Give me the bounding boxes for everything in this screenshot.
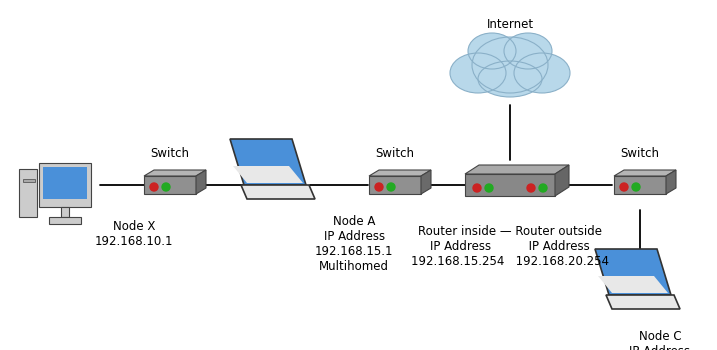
Polygon shape — [598, 276, 668, 293]
Circle shape — [485, 184, 493, 192]
Polygon shape — [595, 249, 671, 295]
Text: Node X
192.168.10.1: Node X 192.168.10.1 — [95, 220, 174, 248]
Polygon shape — [614, 170, 676, 176]
Bar — [369, 176, 421, 194]
Text: Switch: Switch — [620, 147, 660, 160]
Polygon shape — [465, 165, 569, 174]
Circle shape — [387, 183, 395, 191]
Polygon shape — [421, 170, 431, 194]
Polygon shape — [555, 165, 569, 196]
Bar — [49, 217, 81, 224]
Polygon shape — [230, 139, 306, 185]
Bar — [39, 163, 91, 207]
Polygon shape — [233, 166, 303, 183]
Bar — [43, 167, 87, 199]
Ellipse shape — [450, 53, 506, 93]
Circle shape — [632, 183, 640, 191]
Ellipse shape — [514, 53, 570, 93]
Circle shape — [162, 183, 170, 191]
Bar — [144, 176, 196, 194]
Circle shape — [473, 184, 481, 192]
Polygon shape — [369, 170, 431, 176]
Text: Switch: Switch — [376, 147, 414, 160]
Bar — [23, 179, 35, 182]
Circle shape — [527, 184, 535, 192]
Polygon shape — [241, 185, 315, 199]
Ellipse shape — [468, 33, 516, 69]
Bar — [465, 174, 555, 196]
Circle shape — [375, 183, 383, 191]
Text: Node A
IP Address
192.168.15.1
Multihomed: Node A IP Address 192.168.15.1 Multihome… — [315, 215, 394, 273]
Circle shape — [150, 183, 158, 191]
Bar — [19, 169, 37, 217]
Polygon shape — [144, 170, 206, 176]
Ellipse shape — [472, 37, 548, 93]
Circle shape — [620, 183, 628, 191]
Ellipse shape — [478, 61, 542, 97]
Text: Switch: Switch — [151, 147, 189, 160]
Text: Router inside — Router outside
IP Address          IP Address
192.168.15.254   1: Router inside — Router outside IP Addres… — [411, 225, 609, 268]
Polygon shape — [606, 295, 680, 309]
Text: Internet: Internet — [486, 18, 533, 31]
Polygon shape — [666, 170, 676, 194]
Bar — [61, 207, 69, 217]
Circle shape — [539, 184, 547, 192]
Bar — [614, 176, 666, 194]
Polygon shape — [196, 170, 206, 194]
Text: Node C
IP Address
192.168.20.1: Node C IP Address 192.168.20.1 — [621, 330, 699, 350]
Ellipse shape — [504, 33, 552, 69]
